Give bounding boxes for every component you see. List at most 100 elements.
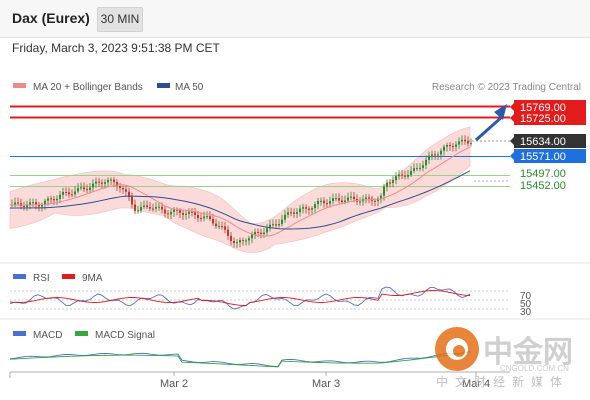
candle-body: [17, 202, 19, 204]
candle-body: [455, 144, 457, 147]
x-axis-label-mar2: Mar 2: [160, 378, 188, 390]
candle-body: [170, 211, 172, 215]
candle-body: [80, 187, 82, 189]
candle-body: [53, 199, 55, 201]
candle-body: [179, 210, 181, 214]
candle-body: [104, 182, 106, 184]
candle-body: [374, 200, 376, 202]
candle-body: [428, 155, 430, 160]
candle-body: [389, 182, 391, 184]
candle-body: [293, 212, 295, 214]
candle-body: [47, 198, 49, 201]
candle-body: [431, 154, 433, 156]
candle-body: [440, 150, 442, 155]
candle-body: [449, 144, 451, 147]
candle-body: [167, 213, 169, 215]
macd-line: [9, 350, 471, 367]
candle-body: [41, 204, 43, 207]
candle-body: [401, 174, 403, 176]
candle-body: [95, 181, 97, 184]
ma50-legend-label: MA 50: [175, 82, 204, 93]
rsi-legend-label: RSI: [33, 273, 50, 284]
candle-body: [464, 139, 466, 142]
rsi-tick-50: 50: [520, 299, 532, 310]
candle-body: [224, 226, 226, 230]
candle-body: [296, 212, 298, 214]
candle-body: [113, 179, 115, 183]
candle-body: [143, 205, 145, 207]
candle-body: [44, 200, 46, 205]
candle-body: [38, 204, 40, 207]
candle-body: [122, 187, 124, 190]
timeframe-selector[interactable]: 30 MIN: [97, 7, 143, 32]
candle-body: [194, 211, 196, 215]
candle-body: [218, 226, 220, 228]
candle-body: [173, 209, 175, 212]
candle-body: [446, 144, 448, 147]
candle-body: [161, 206, 163, 210]
candle-body: [269, 224, 271, 229]
candle-body: [470, 143, 472, 145]
candle-body: [317, 200, 319, 205]
candle-body: [395, 176, 397, 181]
candle-body: [461, 139, 463, 142]
candle-body: [248, 238, 250, 241]
candle-body: [329, 201, 331, 204]
candle-body: [158, 206, 160, 208]
candle-body: [251, 234, 253, 239]
candle-body: [311, 208, 313, 210]
candle-body: [332, 198, 334, 202]
ma20-legend-label: MA 20 + Bollinger Bands: [33, 82, 143, 93]
ma50-legend-swatch: [157, 83, 170, 88]
candle-body: [380, 195, 382, 199]
svg-text:15725.00: 15725.00: [520, 113, 566, 125]
candle-body: [125, 189, 127, 192]
candle-body: [425, 159, 427, 166]
candle-body: [398, 174, 400, 177]
ma50-line: [9, 170, 471, 230]
candle-body: [302, 207, 304, 209]
candle-body: [203, 216, 205, 219]
watermark: 中金网 CNGOLD.COM.CN 中文财经新媒体: [435, 327, 573, 389]
candle-body: [383, 186, 385, 196]
macd-signal-line: [9, 351, 471, 368]
candle-body: [275, 224, 277, 226]
candle-body: [239, 240, 241, 243]
candle-body: [14, 202, 16, 205]
candle-body: [101, 182, 103, 184]
candle-body: [206, 216, 208, 218]
instrument-title: Dax (Eurex): [12, 10, 90, 26]
candle-body: [77, 188, 79, 192]
candle-body: [368, 197, 370, 199]
level-label-last: 15634.00: [510, 134, 586, 148]
candle-body: [410, 170, 412, 175]
candle-body: [242, 240, 244, 242]
candle-body: [320, 200, 322, 202]
rsi-line: [9, 286, 471, 310]
candle-body: [260, 232, 262, 235]
candle-body: [419, 167, 421, 169]
candle-body: [347, 197, 349, 201]
candle-body: [227, 229, 229, 236]
candle-body: [434, 154, 436, 156]
candle-body: [119, 186, 121, 188]
candle-body: [65, 191, 67, 193]
candle-body: [221, 226, 223, 228]
candle-body: [32, 202, 34, 204]
candle-body: [365, 197, 367, 199]
svg-text:15634.00: 15634.00: [520, 136, 566, 148]
candle-body: [266, 228, 268, 233]
candle-body: [323, 200, 325, 204]
candle-body: [299, 208, 301, 213]
candle-body: [164, 209, 166, 214]
candle-body: [284, 214, 286, 220]
candle-body: [26, 205, 28, 208]
candle-body: [254, 231, 256, 235]
candle-body: [416, 168, 418, 170]
macd-signal-legend-label: MACD Signal: [95, 330, 155, 341]
candle-body: [110, 179, 112, 181]
candle-body: [152, 208, 154, 210]
x-axis-label-mar4: Mar 4: [462, 378, 490, 390]
research-credit: Research © 2023 Trading Central: [432, 82, 581, 93]
candle-body: [272, 224, 274, 226]
